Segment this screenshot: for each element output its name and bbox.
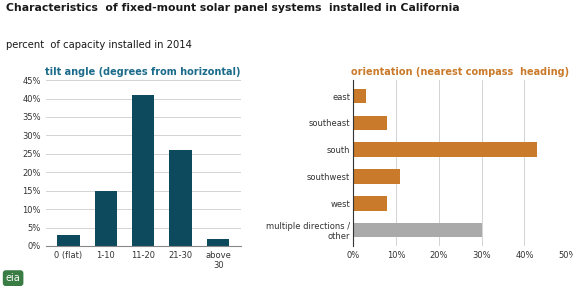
Title: orientation (nearest compass  heading): orientation (nearest compass heading) xyxy=(351,67,569,77)
Bar xyxy=(353,169,400,184)
Text: eia: eia xyxy=(6,273,21,283)
Bar xyxy=(207,239,229,246)
Bar xyxy=(132,95,155,246)
Bar xyxy=(57,235,80,246)
Bar xyxy=(353,196,387,210)
Text: percent  of capacity installed in 2014: percent of capacity installed in 2014 xyxy=(6,40,191,50)
Bar xyxy=(353,223,481,237)
Bar xyxy=(95,191,117,246)
Bar xyxy=(353,116,387,130)
Bar xyxy=(353,142,537,157)
Bar xyxy=(353,89,366,104)
Title: tilt angle (degrees from horizontal): tilt angle (degrees from horizontal) xyxy=(45,67,241,77)
Bar xyxy=(170,150,192,246)
Text: Characteristics  of fixed-mount solar panel systems  installed in California: Characteristics of fixed-mount solar pan… xyxy=(6,3,460,13)
